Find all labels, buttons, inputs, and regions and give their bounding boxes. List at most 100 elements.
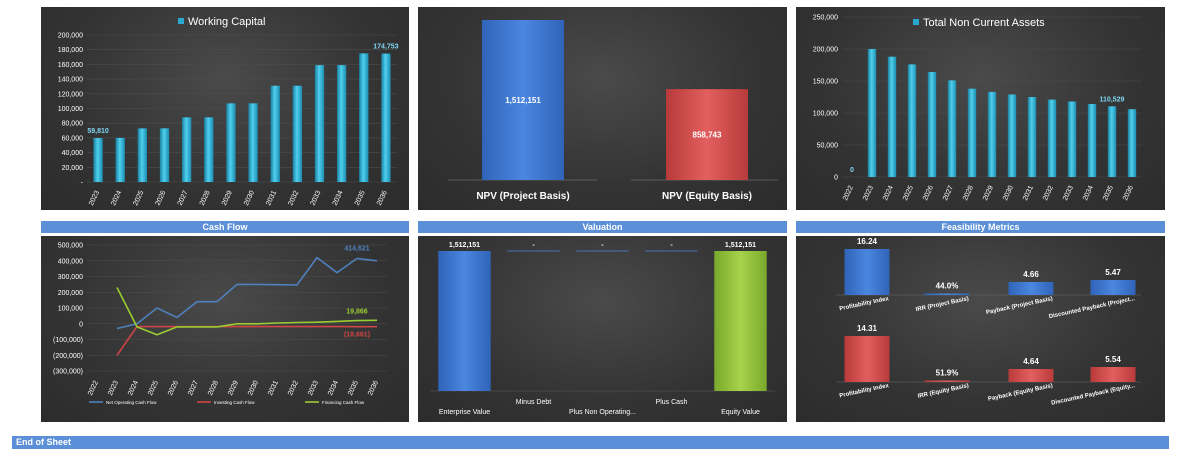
non-current-assets-chart: 0 50,000 100,000 150,000 200,000 250,000 2022 2… [796, 7, 1165, 210]
x-tick-label: 2030 [243, 190, 256, 207]
legend-label: Total Non Current Assets [923, 17, 1045, 29]
cash-flow-header: Cash Flow [41, 221, 409, 233]
x-tick-label: 2028 [207, 380, 220, 397]
data-label: 4.66 [1023, 270, 1039, 279]
x-tick-label: 2035 [347, 380, 360, 397]
data-label: 1,512,151 [505, 96, 541, 105]
data-label: - [670, 242, 673, 249]
x-tick-label: 2034 [1082, 185, 1095, 202]
data-label: 16.24 [857, 237, 878, 246]
legend-label: Working Capital [188, 16, 265, 28]
x-tick-label: 2026 [167, 380, 180, 397]
data-label: - [532, 242, 535, 249]
x-tick-label: 2032 [287, 380, 300, 397]
y-tick-label: (200,000) [53, 353, 83, 360]
npv-svg: 1,512,151 NPV (Project Basis) 858,743 NPV (… [448, 20, 778, 202]
bar [867, 49, 877, 177]
bar [666, 89, 748, 180]
x-tick-label: 2034 [327, 380, 340, 397]
bar [714, 251, 767, 391]
x-tick-label: 2033 [1062, 185, 1075, 202]
x-tick-label: 2031 [1022, 185, 1035, 202]
x-tick-label: 2034 [332, 190, 345, 207]
y-tick-label: 40,000 [62, 150, 84, 157]
x-tick-label: 2027 [177, 190, 190, 207]
x-tick-label: 2024 [127, 380, 140, 397]
x-tick-label: 2025 [902, 185, 915, 202]
x-tick-label: 2026 [155, 190, 168, 207]
y-tick-label: 80,000 [62, 121, 84, 128]
x-tick-label: 2023 [862, 185, 875, 202]
x-tick-label: 2033 [310, 190, 323, 207]
bar [226, 103, 236, 182]
x-tick-label: Minus Debt [516, 399, 551, 406]
bar [115, 137, 125, 182]
bar [987, 91, 997, 177]
x-tick-label: 2022 [842, 185, 855, 202]
legend-label: Net Operating Cash Flow [106, 400, 157, 405]
working-capital-chart: - 20,000 40,000 60,000 80,000 100,000 120,000 1… [41, 7, 409, 210]
x-tick-label: 2024 [110, 190, 123, 207]
y-tick-label: 50,000 [817, 143, 839, 150]
data-label: 858,743 [693, 131, 722, 140]
bar [1047, 99, 1057, 177]
y-tick-label: 20,000 [62, 165, 84, 172]
legend-swatch [913, 19, 919, 25]
bar [1087, 104, 1097, 177]
y-tick-label: 250,000 [813, 15, 838, 22]
working-capital-svg: - 20,000 40,000 60,000 80,000 100,000 120,000 1… [58, 16, 399, 207]
valuation-chart: 1,512,151 Enterprise Value - Minus Debt - Plu… [418, 236, 787, 422]
data-label: - [601, 242, 604, 249]
y-tick-label: (300,000) [53, 369, 83, 376]
bar [314, 65, 325, 182]
bar [1107, 106, 1117, 177]
x-tick-label: 2031 [267, 380, 280, 397]
legend-label: Investing Cash Flow [214, 400, 255, 405]
bar [1127, 109, 1137, 177]
x-tick-label: 2033 [307, 380, 320, 397]
y-tick-label: 100,000 [813, 111, 838, 118]
bar [1008, 369, 1054, 382]
data-label: 19,866 [346, 309, 368, 316]
x-tick-label: NPV (Project Basis) [476, 191, 569, 202]
x-tick-label: 2027 [942, 185, 955, 202]
x-tick-label: 2026 [922, 185, 935, 202]
data-label: 414,621 [344, 245, 369, 252]
x-tick-label: 2028 [962, 185, 975, 202]
bar [844, 249, 890, 295]
y-tick-label: 140,000 [58, 77, 83, 84]
bar [1027, 97, 1037, 177]
end-of-sheet-bar: End of Sheet [12, 436, 1169, 449]
bar [438, 251, 491, 391]
y-tick-label: - [81, 180, 84, 187]
bar [159, 128, 170, 182]
x-tick-label: NPV (Equity Basis) [662, 191, 752, 202]
y-tick-label: 100,000 [58, 106, 83, 113]
y-tick-label: 60,000 [62, 135, 84, 142]
bar [359, 53, 369, 182]
x-tick-label: 2023 [107, 380, 120, 397]
x-tick-label: Payback (Project Basis) [986, 296, 1054, 316]
data-label: 4.64 [1023, 357, 1039, 366]
y-tick-label: 200,000 [813, 47, 838, 54]
feasibility-svg: 16.24 Profitability Index 44.0% IRR (Projec… [836, 237, 1141, 407]
y-tick-label: 0 [79, 321, 83, 328]
non-current-assets-svg: 0 50,000 100,000 150,000 200,000 250,000 2022 2… [813, 15, 1142, 202]
series-line [116, 256, 378, 330]
x-tick-label: Profitability Index [839, 383, 890, 399]
x-tick-label: Payback (Equity Basis) [988, 383, 1054, 403]
x-tick-label: Discounted Payback (Equity... [1051, 383, 1136, 407]
x-tick-label: IRR (Equity Basis) [917, 383, 969, 400]
x-tick-label: 2036 [367, 380, 380, 397]
valuation-header: Valuation [418, 221, 787, 233]
x-tick-label: Plus Cash [656, 399, 688, 406]
data-label: 14.31 [857, 324, 878, 333]
x-tick-label: 2032 [1042, 185, 1055, 202]
feasibility-header: Feasibility Metrics [796, 221, 1165, 233]
bar [1008, 282, 1054, 295]
y-tick-label: 100,000 [58, 306, 83, 313]
x-tick-label: 2035 [354, 190, 367, 207]
bar [887, 56, 897, 177]
x-tick-label: 2029 [982, 185, 995, 202]
x-tick-label: Plus Non Operating... [569, 409, 636, 416]
